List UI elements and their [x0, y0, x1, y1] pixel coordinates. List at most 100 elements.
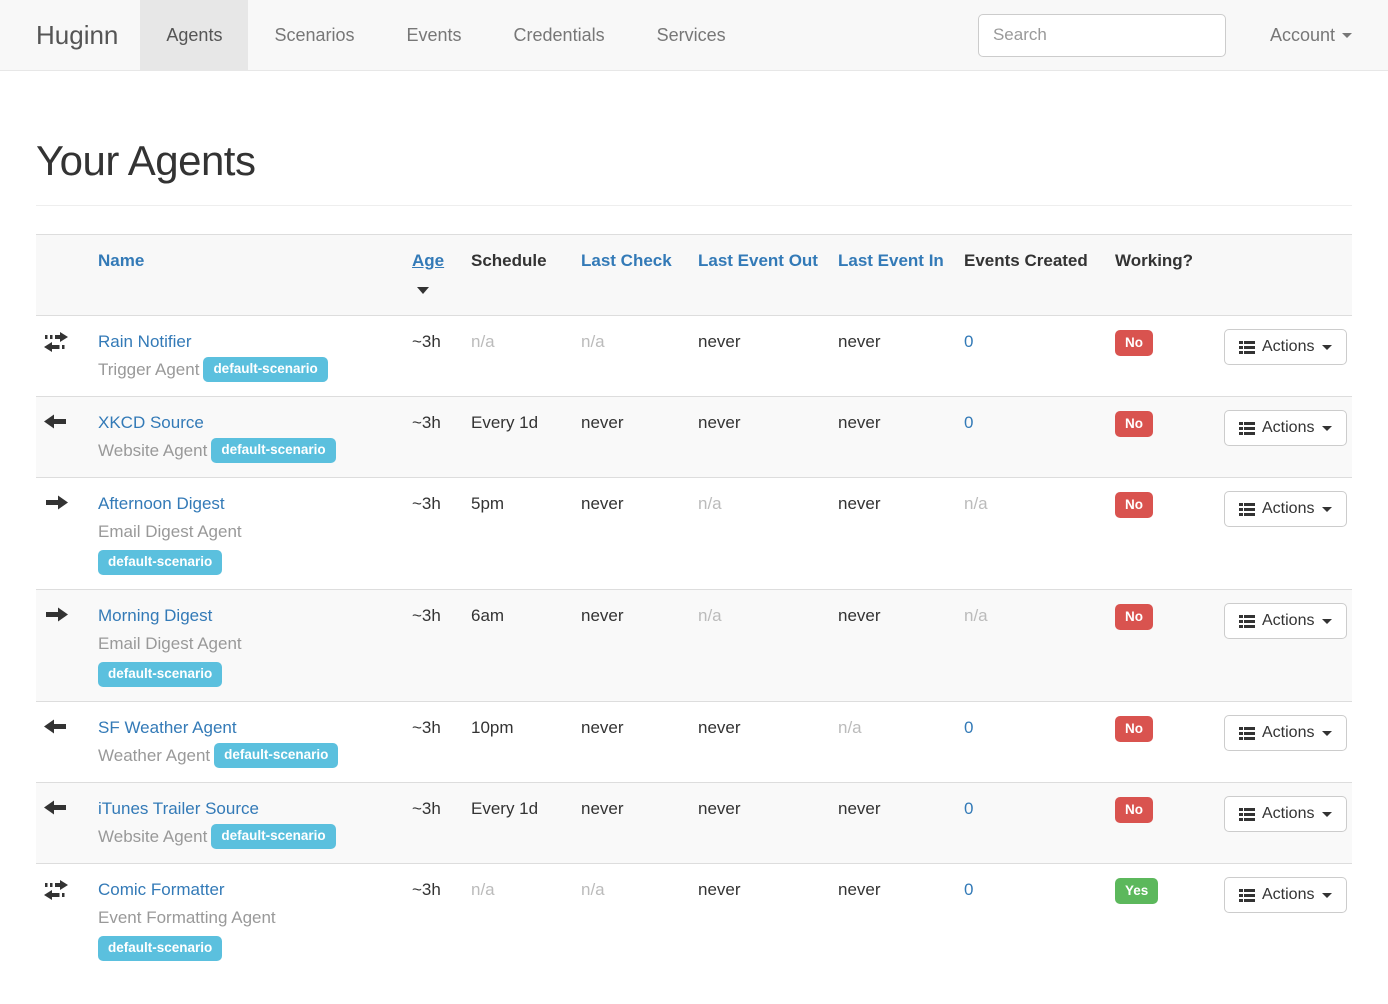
actions-button[interactable]: Actions [1224, 329, 1348, 365]
last-check-cell: never [573, 396, 690, 478]
events-created-link[interactable]: 0 [964, 718, 974, 737]
events-created-link[interactable]: 0 [964, 413, 974, 432]
brand-link[interactable]: Huginn [36, 19, 119, 50]
nav-item-scenarios[interactable]: Scenarios [274, 24, 355, 45]
events-created-link[interactable]: 0 [964, 332, 974, 351]
schedule-cell: 10pm [463, 701, 573, 783]
scenario-badge[interactable]: default-scenario [211, 824, 336, 849]
last-event-in-cell: never [830, 863, 956, 975]
actions-button[interactable]: Actions [1224, 603, 1348, 639]
agent-subline: Weather Agent default-scenario [98, 742, 396, 770]
nav-item-services[interactable]: Services [656, 24, 726, 45]
scenario-badge[interactable]: default-scenario [203, 357, 328, 382]
agent-type-label: Website Agent [98, 827, 208, 846]
last-check-cell: never [573, 782, 690, 864]
list-icon [1239, 726, 1255, 741]
age-cell: ~3h [404, 315, 463, 397]
working-badge: No [1115, 492, 1153, 518]
last-event-out-cell: never [690, 315, 830, 397]
chevron-down-icon [1322, 344, 1333, 350]
scenario-badge[interactable]: default-scenario [98, 662, 223, 687]
agent-name-link[interactable]: Afternoon Digest [98, 494, 225, 513]
actions-button-label: Actions [1262, 419, 1315, 436]
last-check-cell: never [573, 589, 690, 702]
sort-by-last-check[interactable]: Last Check [581, 251, 672, 270]
arrow-left-icon [44, 799, 82, 816]
last-event-out-cell: never [690, 863, 830, 975]
working-badge: Yes [1115, 878, 1159, 904]
table-row: Afternoon Digest Email Digest Agent defau… [36, 477, 1352, 590]
actions-button[interactable]: Actions [1224, 410, 1348, 446]
nav-item-events[interactable]: Events [406, 24, 462, 45]
chevron-down-icon [1322, 506, 1333, 512]
events-created-cell: 0 [956, 782, 1107, 864]
agent-type-label: Weather Agent [98, 746, 211, 765]
age-cell: ~3h [404, 863, 463, 975]
agent-name-link[interactable]: SF Weather Agent [98, 718, 237, 737]
main-content: Your Agents Name Age Schedule Last Check… [0, 137, 1388, 975]
working-badge: No [1115, 411, 1153, 437]
scenario-badge[interactable]: default-scenario [211, 438, 336, 463]
sort-by-last-event-out[interactable]: Last Event Out [698, 251, 818, 270]
schedule-cell: n/a [463, 863, 573, 975]
last-check-cell: n/a [573, 863, 690, 975]
events-created-link[interactable]: 0 [964, 799, 974, 818]
age-cell: ~3h [404, 589, 463, 702]
table-row: SF Weather Agent Weather Agent default-sc… [36, 701, 1352, 783]
arrow-left-icon [44, 413, 82, 430]
actions-button-label: Actions [1262, 500, 1315, 517]
list-icon [1239, 340, 1255, 355]
nav-item-credentials[interactable]: Credentials [513, 24, 605, 45]
list-icon [1239, 614, 1255, 629]
agent-name-link[interactable]: iTunes Trailer Source [98, 799, 259, 818]
events-created-cell: 0 [956, 315, 1107, 397]
table-row: XKCD Source Website Agent default-scenari… [36, 396, 1352, 478]
last-event-out-cell: never [690, 782, 830, 864]
actions-button-label: Actions [1262, 612, 1315, 629]
agent-name-link[interactable]: Morning Digest [98, 606, 213, 625]
arrow-right-icon [44, 494, 82, 511]
agent-type-label: Trigger Agent [98, 360, 200, 379]
agent-subline: Email Digest Agent default-scenario [98, 630, 396, 689]
sort-by-name[interactable]: Name [98, 251, 145, 270]
last-event-in-cell: never [830, 477, 956, 590]
chevron-down-icon [1322, 892, 1333, 898]
sort-by-last-event-in[interactable]: Last Event In [838, 251, 944, 270]
account-dropdown[interactable]: Account [1270, 25, 1388, 46]
chevron-down-icon [1322, 730, 1333, 736]
age-cell: ~3h [404, 396, 463, 478]
search-input[interactable] [977, 13, 1226, 57]
events-created-cell: 0 [956, 863, 1107, 975]
agent-type-label: Email Digest Agent [98, 634, 242, 653]
sort-desc-icon [417, 287, 429, 294]
scenario-badge[interactable]: default-scenario [98, 936, 223, 961]
actions-button-label: Actions [1262, 338, 1315, 355]
agent-name-link[interactable]: XKCD Source [98, 413, 204, 432]
age-cell: ~3h [404, 477, 463, 590]
navbar: Huginn Agents Scenarios Events Credentia… [0, 0, 1388, 71]
agent-name-link[interactable]: Comic Formatter [98, 880, 225, 899]
agent-name-link[interactable]: Rain Notifier [98, 332, 192, 351]
actions-button[interactable]: Actions [1224, 715, 1348, 751]
actions-button-label: Actions [1262, 724, 1315, 741]
schedule-cell: n/a [463, 315, 573, 397]
list-icon [1239, 888, 1255, 903]
agent-subline: Website Agent default-scenario [98, 823, 396, 851]
chevron-down-icon [1342, 32, 1352, 38]
actions-button[interactable]: Actions [1224, 491, 1348, 527]
schedule-cell: Every 1d [463, 396, 573, 478]
actions-button[interactable]: Actions [1224, 877, 1348, 913]
events-created-link[interactable]: 0 [964, 880, 974, 899]
account-label: Account [1269, 24, 1335, 45]
agent-type-label: Email Digest Agent [98, 522, 242, 541]
actions-button-label: Actions [1262, 886, 1315, 903]
table-header-row: Name Age Schedule Last Check Last Event … [36, 234, 1352, 316]
header-working: Working? [1107, 234, 1216, 316]
last-check-cell: n/a [573, 315, 690, 397]
scenario-badge[interactable]: default-scenario [98, 550, 223, 575]
nav-item-agents[interactable]: Agents [140, 0, 249, 70]
sort-by-age[interactable]: Age [412, 251, 445, 270]
actions-button[interactable]: Actions [1224, 796, 1348, 832]
scenario-badge[interactable]: default-scenario [214, 743, 339, 768]
list-icon [1239, 421, 1255, 436]
